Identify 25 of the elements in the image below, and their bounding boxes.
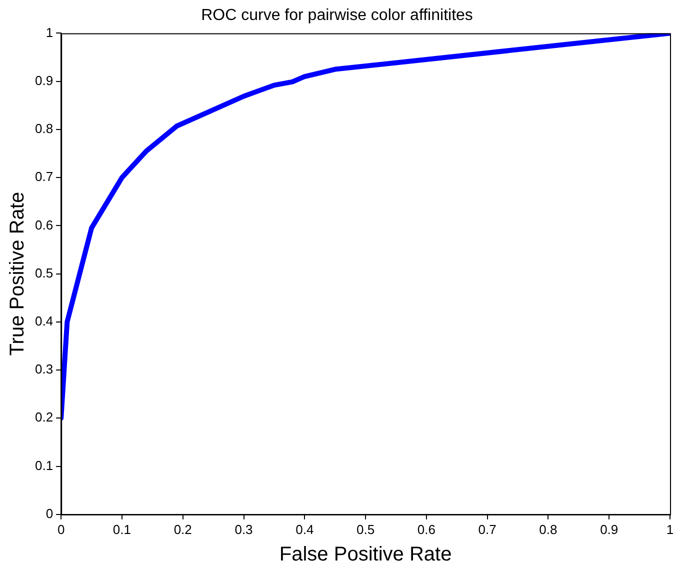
x-tick-label: 0.1 <box>112 522 132 537</box>
y-tick-label: 0.6 <box>34 217 54 232</box>
y-tick-label: 1 <box>46 24 54 40</box>
y-tick-label: 0.7 <box>34 169 54 184</box>
y-tick-label: 0 <box>46 506 54 521</box>
x-tick-label: 0.8 <box>539 522 558 537</box>
y-tick-label: 0.1 <box>34 458 54 473</box>
x-tick-label: 0.9 <box>600 522 618 537</box>
x-axis-title: False Positive Rate <box>279 544 452 566</box>
y-tick-label: 0.8 <box>34 121 54 136</box>
x-tick-label: 0.2 <box>174 522 192 537</box>
x-tick-label: 0.7 <box>478 522 496 537</box>
x-tick-label: 0.5 <box>356 522 375 537</box>
x-tick-label: 0.4 <box>296 522 314 537</box>
y-tick-label: 0.3 <box>34 362 54 377</box>
chart-title: ROC curve for pairwise color affinitites <box>201 7 473 24</box>
y-tick-label: 0.9 <box>34 72 54 88</box>
x-tick-label: 0.6 <box>417 522 436 537</box>
y-tick-label: 0.5 <box>34 265 54 280</box>
y-axis-title: True Positive Rate <box>6 192 29 356</box>
y-tick-label: 0.4 <box>34 314 54 328</box>
x-tick-label: 1 <box>666 522 674 537</box>
x-tick-label: 0 <box>57 522 65 537</box>
x-tick-label: 0.3 <box>234 522 253 537</box>
y-tick-label: 0.2 <box>34 410 54 425</box>
